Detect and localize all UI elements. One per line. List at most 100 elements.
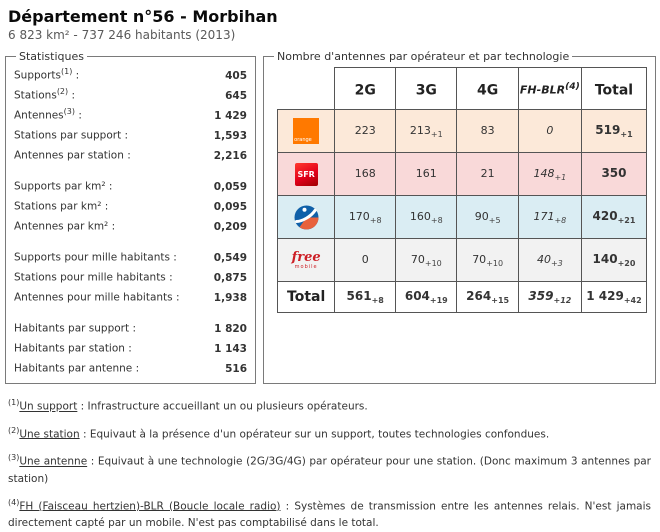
footnote-3: (3)Une antenne : Equivaut à une technolo… bbox=[8, 449, 651, 488]
col-header-4g: 4G bbox=[457, 68, 518, 110]
footnote-ref: (1) bbox=[61, 67, 72, 76]
footnote-4: (4)FH (Faisceau hertzien)-BLR (Boucle lo… bbox=[8, 494, 651, 532]
footnote-1: (1)Un support : Infrastructure accueilla… bbox=[8, 394, 651, 416]
stat-label: Stations pour mille habitants : bbox=[14, 266, 173, 286]
statistics-legend: Statistiques bbox=[16, 50, 87, 63]
stats-group-per-thousand: Supports pour mille habitants : 0,549 Sta… bbox=[14, 246, 247, 306]
table-row-orange: orange 223 213+1 83 0 519+1 bbox=[278, 110, 647, 153]
orange-logo-text: orange bbox=[293, 137, 312, 144]
footnote-ref: (3) bbox=[64, 107, 75, 116]
statistics-panel: Statistiques Supports(1) :405 Stations(2… bbox=[5, 50, 256, 384]
free-mobile-logo-icon: free mobile bbox=[292, 251, 321, 270]
footnote-2: (2)Une station : Equivaut à la présence … bbox=[8, 422, 651, 444]
cell-orange-3g: 213+1 bbox=[396, 110, 457, 153]
operator-cell-sfr: SFR bbox=[278, 153, 335, 196]
bouygues-telecom-logo-icon bbox=[294, 205, 319, 230]
stat-row: Antennes(3) : 1 429 bbox=[14, 104, 247, 124]
stat-label: Supports pour mille habitants : bbox=[14, 246, 177, 266]
stat-label: Antennes(3) : bbox=[14, 104, 82, 124]
table-header-row: 2G 3G 4G FH-BLR(4) Total bbox=[278, 68, 647, 110]
cell-sfr-2g: 168 bbox=[335, 153, 396, 196]
stat-label: Habitants par station : bbox=[14, 337, 132, 357]
cell-total-2g: 561+8 bbox=[335, 282, 396, 313]
antennas-table: 2G 3G 4G FH-BLR(4) Total orange 223 213+… bbox=[277, 67, 647, 313]
table-row-bouygues: 170+8 160+8 90+5 171+8 420+21 bbox=[278, 196, 647, 239]
stat-value: 0,095 bbox=[210, 200, 247, 216]
stat-value: 0,209 bbox=[210, 220, 247, 236]
sfr-logo-icon: SFR bbox=[295, 163, 318, 186]
cell-sfr-total: 350 bbox=[581, 153, 646, 196]
sfr-logo-text: SFR bbox=[297, 170, 314, 179]
stats-group-per-km2: Supports par km² : 0,059 Stations par km²… bbox=[14, 175, 247, 235]
corner-cell bbox=[278, 68, 335, 110]
stat-value: 516 bbox=[221, 362, 247, 378]
stat-label: Supports par km² : bbox=[14, 175, 112, 195]
cell-bouygues-total: 420+21 bbox=[581, 196, 646, 239]
stat-label: Stations(2) : bbox=[14, 84, 75, 104]
footnote-term-station[interactable]: Une station bbox=[19, 428, 79, 440]
stat-label: Stations par km² : bbox=[14, 195, 108, 215]
cell-free-2g: 0 bbox=[335, 239, 396, 282]
cell-free-fh-blr: 40+3 bbox=[518, 239, 581, 282]
operator-cell-free: free mobile bbox=[278, 239, 335, 282]
antennas-panel: Nombre d'antennes par opérateur et par t… bbox=[263, 50, 656, 384]
cell-bouygues-2g: 170+8 bbox=[335, 196, 396, 239]
stats-group-counts: Supports(1) :405 Stations(2) : 645 Antenn… bbox=[14, 64, 247, 164]
stat-row: Habitants par antenne :516 bbox=[14, 357, 247, 377]
stat-row: Supports(1) :405 bbox=[14, 64, 247, 84]
cell-orange-fh-blr: 0 bbox=[518, 110, 581, 153]
free-logo-text: free bbox=[292, 251, 321, 264]
stat-row: Stations par support :1,593 bbox=[14, 124, 247, 144]
cell-sfr-fh-blr: 148+1 bbox=[518, 153, 581, 196]
stat-value: 1,938 bbox=[210, 291, 247, 307]
stat-row: Habitants par support :1 820 bbox=[14, 317, 247, 337]
stat-row: Stations par km² : 0,095 bbox=[14, 195, 247, 215]
stat-value: 0,549 bbox=[210, 251, 247, 267]
footnote-ref: (4) bbox=[565, 81, 580, 92]
cell-free-3g: 70+10 bbox=[396, 239, 457, 282]
stats-group-habitants: Habitants par support :1 820 Habitants p… bbox=[14, 317, 247, 377]
col-header-total: Total bbox=[581, 68, 646, 110]
free-logo-subtext: mobile bbox=[292, 265, 321, 270]
stat-row: Antennes par station :2,216 bbox=[14, 144, 247, 164]
main-content: Statistiques Supports(1) :405 Stations(2… bbox=[5, 50, 656, 384]
cell-orange-4g: 83 bbox=[457, 110, 518, 153]
stat-label: Antennes pour mille habitants : bbox=[14, 286, 180, 306]
footnote-term-antenne[interactable]: Une antenne bbox=[19, 456, 87, 468]
stat-value: 1 429 bbox=[210, 109, 247, 125]
stat-value: 0,875 bbox=[210, 271, 247, 287]
stat-value: 405 bbox=[221, 69, 247, 85]
cell-total-3g: 604+19 bbox=[396, 282, 457, 313]
footnote-term-support[interactable]: Un support bbox=[19, 401, 77, 413]
stat-value: 645 bbox=[221, 89, 247, 105]
cell-total-4g: 264+15 bbox=[457, 282, 518, 313]
total-row-label: Total bbox=[278, 282, 335, 313]
table-row-free: free mobile 0 70+10 70+10 40+3 140+20 bbox=[278, 239, 647, 282]
stat-row: Antennes pour mille habitants : 1,938 bbox=[14, 286, 247, 306]
page-title: Département n°56 - Morbihan bbox=[8, 7, 660, 26]
cell-total-total: 1 429+42 bbox=[581, 282, 646, 313]
table-row-sfr: SFR 168 161 21 148+1 350 bbox=[278, 153, 647, 196]
operator-cell-bouygues bbox=[278, 196, 335, 239]
footnote-term-fh-blr[interactable]: FH (Faisceau hertzien)-BLR (Boucle local… bbox=[19, 500, 280, 512]
cell-bouygues-fh-blr: 171+8 bbox=[518, 196, 581, 239]
antennas-legend: Nombre d'antennes par opérateur et par t… bbox=[274, 50, 572, 63]
footnotes-section: (1)Un support : Infrastructure accueilla… bbox=[8, 394, 651, 532]
col-header-2g: 2G bbox=[335, 68, 396, 110]
stat-row: Habitants par station : 1 143 bbox=[14, 337, 247, 357]
col-header-fh-blr: FH-BLR(4) bbox=[518, 68, 581, 110]
cell-sfr-4g: 21 bbox=[457, 153, 518, 196]
stat-row: Supports pour mille habitants : 0,549 bbox=[14, 246, 247, 266]
stat-value: 1 143 bbox=[210, 342, 247, 358]
cell-total-fh-blr: 359+12 bbox=[518, 282, 581, 313]
footnote-ref: (2) bbox=[57, 87, 68, 96]
stat-row: Stations(2) : 645 bbox=[14, 84, 247, 104]
stat-row: Supports par km² : 0,059 bbox=[14, 175, 247, 195]
cell-bouygues-3g: 160+8 bbox=[396, 196, 457, 239]
stat-value: 0,059 bbox=[210, 180, 247, 196]
operator-cell-orange: orange bbox=[278, 110, 335, 153]
stat-value: 1 820 bbox=[210, 322, 247, 338]
stat-value: 1,593 bbox=[210, 129, 247, 145]
cell-orange-2g: 223 bbox=[335, 110, 396, 153]
orange-logo-icon: orange bbox=[293, 118, 319, 144]
